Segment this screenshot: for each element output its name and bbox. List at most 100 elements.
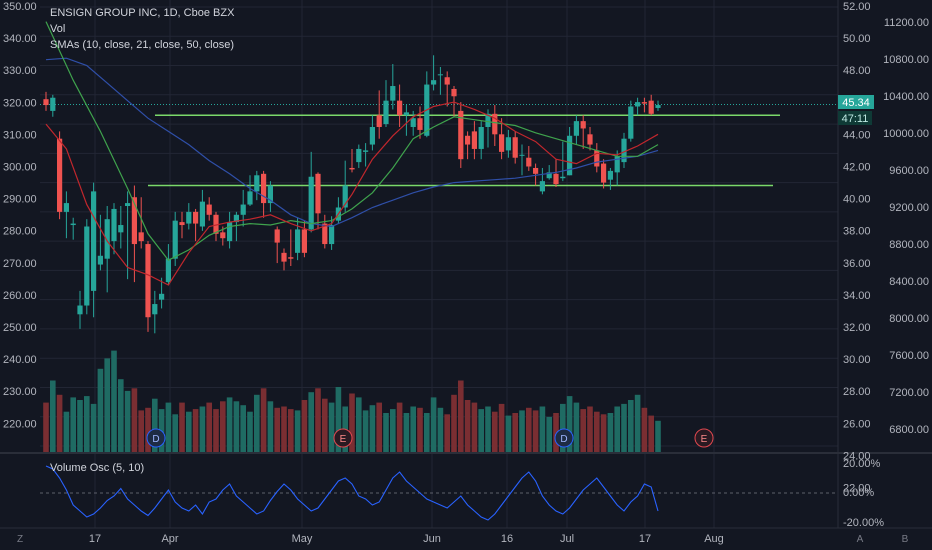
candle-body: [417, 118, 423, 130]
candle-body: [437, 74, 443, 76]
right-axis-tick: 50.00: [843, 33, 871, 45]
candle-body: [308, 176, 314, 230]
candle-body: [465, 135, 471, 145]
candle-body: [431, 80, 437, 85]
candle-body: [641, 102, 647, 104]
candle-body: [50, 97, 56, 111]
left-axis-tick: 310.00: [3, 129, 37, 141]
candle-body: [594, 150, 600, 167]
volume-bar: [498, 403, 505, 452]
volume-bar: [152, 398, 158, 452]
x-axis-tick: 16: [501, 533, 513, 545]
volume-bar: [84, 396, 90, 452]
osc-line: [45, 465, 659, 521]
right-axis-tick: 28.00: [843, 386, 871, 398]
volume-axis-tick: 10400.00: [883, 91, 929, 103]
candle-body: [539, 181, 545, 192]
support-resistance-lines[interactable]: [40, 103, 838, 187]
candle-body: [213, 214, 219, 234]
candle-body: [84, 226, 90, 306]
candle-body: [240, 204, 246, 215]
volume-bar: [213, 409, 219, 452]
candle-body: [186, 211, 192, 224]
candle-body: [179, 222, 185, 226]
volume-bar: [376, 402, 382, 452]
volume-bar: [641, 407, 648, 452]
x-axis-tick: Jul: [560, 533, 574, 545]
candle-body: [138, 232, 144, 242]
volume-bar: [104, 358, 110, 452]
volume-bar: [267, 401, 274, 452]
volume-bar: [539, 406, 546, 452]
volume-bar: [233, 401, 240, 452]
candle-body: [607, 170, 613, 180]
earnings-marker[interactable]: [333, 428, 353, 448]
earnings-marker[interactable]: [694, 428, 714, 448]
candle-body: [349, 167, 355, 170]
right-axis-tick: 24.00: [843, 450, 871, 462]
volume-bar: [131, 388, 138, 452]
volume-bar: [410, 406, 416, 452]
candle-body: [410, 118, 416, 127]
volume-bar: [90, 403, 97, 452]
candle-body: [315, 173, 321, 214]
volume-bar: [356, 397, 362, 452]
candle-body: [43, 99, 49, 106]
right-axis-tick: 40.00: [843, 194, 871, 206]
dividend-marker[interactable]: [146, 428, 166, 448]
volume-axis-tick: 6800.00: [889, 424, 929, 436]
candle-body: [369, 126, 375, 145]
volume-bar: [655, 420, 661, 452]
volume-bar: [281, 406, 287, 452]
volume-bar: [573, 402, 580, 452]
volume-bar: [254, 394, 260, 452]
dividend-label: D: [560, 434, 567, 445]
candle-body: [526, 157, 532, 167]
candle-body: [567, 135, 573, 176]
right-axis-tick: 52.00: [843, 1, 871, 13]
candle-body: [505, 137, 511, 151]
candle-body: [145, 244, 151, 318]
volume-axis-tick: 8400.00: [889, 276, 929, 288]
moving-averages: [45, 21, 659, 286]
last-price-badge: [838, 95, 874, 109]
corner-button-label[interactable]: Z: [17, 534, 23, 545]
volume-bar: [383, 413, 389, 452]
earnings-label: E: [701, 434, 708, 445]
candle-body: [267, 185, 273, 204]
dividend-marker[interactable]: [554, 428, 574, 448]
osc-axis-tick: 0.00%: [843, 487, 874, 499]
candle-body: [172, 220, 178, 259]
last-price-text: 45.34: [842, 97, 870, 109]
candle-body: [546, 172, 552, 179]
volume-bar: [621, 403, 627, 452]
right-axis-tick: 48.00: [843, 65, 871, 77]
right-axis-tick: 26.00: [843, 418, 871, 430]
volume-axis-tick: 9200.00: [889, 202, 929, 214]
candle-body: [478, 126, 484, 149]
corner-button-label[interactable]: B: [902, 534, 909, 545]
volume-bar: [308, 392, 314, 452]
volume-bar: [172, 414, 178, 452]
volume-bar: [430, 397, 437, 452]
volume-bar: [369, 405, 376, 452]
candle-body: [288, 257, 294, 259]
candle-body: [397, 100, 403, 116]
volume-bar: [138, 410, 144, 452]
candle-body: [628, 106, 634, 139]
volume-axis-tick: 8800.00: [889, 239, 929, 251]
candlesticks: [43, 55, 661, 334]
candle-body: [254, 175, 260, 192]
volume-bar: [485, 406, 491, 452]
volume-bar: [226, 397, 233, 452]
candle-body: [322, 223, 328, 245]
right-axis-tick: 32.00: [843, 322, 871, 334]
volume-bar: [451, 394, 457, 452]
candle-body: [247, 191, 253, 205]
volume-bar: [362, 410, 369, 452]
corner-button-label[interactable]: A: [857, 534, 864, 545]
right-axis-tick: 34.00: [843, 290, 871, 302]
